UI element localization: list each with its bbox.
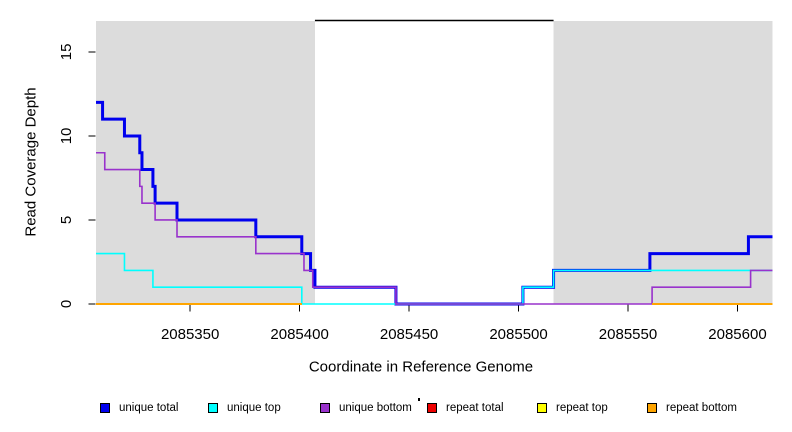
legend-label: repeat top [556, 402, 608, 414]
legend-color-chip [537, 403, 547, 413]
x-axis-tick-label: 2085500 [489, 326, 547, 343]
legend: unique total unique top unique bottom repea… [0, 402, 792, 422]
y-axis-tick-label: 15 [58, 44, 75, 61]
legend-label: repeat bottom [666, 402, 737, 414]
legend-color-chip [100, 403, 110, 413]
legend-item-repeat-total: repeat total [427, 402, 504, 414]
legend-label: unique top [227, 402, 281, 414]
y-axis-tick-label: 5 [58, 216, 75, 224]
series-line-unique-top [96, 252, 773, 305]
x-axis-tick-label: 2085550 [599, 326, 657, 343]
y-axis-title: Read Coverage Depth [22, 87, 40, 237]
y-axis-tick-label: 10 [58, 128, 75, 145]
legend-item-unique-top: unique top [208, 402, 281, 414]
legend-color-chip [208, 403, 218, 413]
legend-color-chip [647, 403, 657, 413]
series-line-unique-bottom [96, 151, 773, 305]
x-axis-tick-label: 2085350 [161, 326, 219, 343]
legend-label: unique total [119, 402, 179, 414]
x-axis-tick-label: 2085400 [270, 326, 328, 343]
x-axis-tick-label: 2085600 [708, 326, 766, 343]
legend-item-unique-bottom: unique bottom [320, 402, 412, 414]
legend-item-unique-total: unique total [100, 402, 178, 414]
legend-item-repeat-bottom: repeat bottom [647, 402, 737, 414]
legend-label: unique bottom [339, 402, 412, 414]
y-axis-tick-label: 0 [58, 300, 75, 308]
legend-item-repeat-top: repeat top [537, 402, 608, 414]
legend-color-chip [320, 403, 330, 413]
legend-color-chip [427, 403, 437, 413]
legend-label: repeat total [446, 402, 504, 414]
legend-stray-mark [418, 398, 420, 401]
x-axis-tick-label: 2085450 [380, 326, 438, 343]
x-axis-title: Coordinate in Reference Genome [308, 358, 534, 376]
shaded-region [553, 21, 773, 305]
shaded-region [96, 21, 315, 305]
